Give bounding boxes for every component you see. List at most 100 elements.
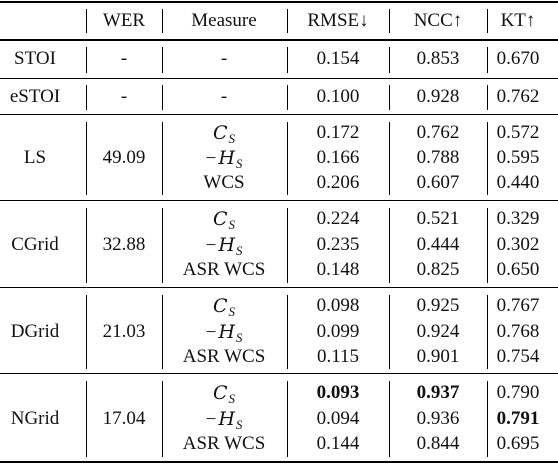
column-divider xyxy=(487,122,488,195)
rmse-value: 0.115 xyxy=(316,346,360,367)
rmse-value: 0.148 xyxy=(316,259,360,280)
measure-label: - xyxy=(220,48,228,69)
table-rule xyxy=(0,39,558,41)
kt-value: 0.302 xyxy=(496,234,540,255)
measure-label: − HS xyxy=(205,408,243,432)
row-group-name: STOI xyxy=(14,48,56,69)
table-rule xyxy=(0,373,558,374)
kt-value: 0.768 xyxy=(496,321,540,342)
column-divider xyxy=(389,9,390,33)
ncc-value: 0.762 xyxy=(416,122,460,143)
kt-value: 0.695 xyxy=(496,433,540,454)
kt-value: 0.670 xyxy=(496,48,540,69)
table-rule xyxy=(0,114,558,115)
row-group-name: NGrid xyxy=(10,407,60,429)
rmse-value: 0.154 xyxy=(316,48,360,69)
column-divider xyxy=(86,122,87,195)
kt-value: 0.762 xyxy=(496,86,540,107)
column-divider xyxy=(86,208,87,283)
row-group-name: CGrid xyxy=(11,233,59,255)
column-divider xyxy=(287,208,288,283)
rmse-value: 0.093 xyxy=(316,382,360,403)
ncc-value: 0.825 xyxy=(416,259,460,280)
rmse-value: 0.094 xyxy=(316,408,360,429)
rmse-value: 0.224 xyxy=(316,208,360,229)
ncc-value: 0.521 xyxy=(416,208,460,229)
column-divider xyxy=(389,85,390,110)
column-divider xyxy=(162,47,163,73)
measure-label: ASR WCS xyxy=(182,259,266,280)
column-divider xyxy=(487,9,488,33)
measure-label: - xyxy=(220,86,228,107)
column-divider xyxy=(389,122,390,195)
row-group-name: DGrid xyxy=(10,320,60,342)
column-divider xyxy=(86,381,87,457)
column-divider xyxy=(287,85,288,110)
wer-value: 49.09 xyxy=(102,147,146,168)
column-divider xyxy=(162,9,163,33)
measure-label: CS xyxy=(212,382,236,406)
column-divider xyxy=(487,47,488,73)
column-divider xyxy=(86,85,87,110)
measure-label: CS xyxy=(212,208,236,232)
ncc-value: 0.936 xyxy=(416,408,460,429)
rmse-value: 0.172 xyxy=(316,122,360,143)
ncc-value: 0.901 xyxy=(416,346,460,367)
column-divider xyxy=(287,9,288,33)
column-divider xyxy=(162,381,163,457)
wer-value: - xyxy=(120,86,128,107)
measure-label: WCS xyxy=(203,172,245,193)
kt-value: 0.790 xyxy=(496,382,540,403)
wer-value: - xyxy=(120,48,128,69)
ncc-value: 0.924 xyxy=(416,321,460,342)
table-rule xyxy=(0,287,558,288)
column-divider xyxy=(487,85,488,110)
kt-value: 0.650 xyxy=(496,259,540,280)
column-divider xyxy=(86,47,87,73)
header-ncc: NCC↑ xyxy=(413,10,463,31)
column-divider xyxy=(389,208,390,283)
ncc-value: 0.928 xyxy=(416,86,460,107)
column-divider xyxy=(487,208,488,283)
kt-value: 0.791 xyxy=(496,408,540,429)
rmse-value: 0.206 xyxy=(316,172,360,193)
measure-label: − HS xyxy=(205,234,243,258)
column-divider xyxy=(86,9,87,33)
column-divider xyxy=(86,295,87,369)
kt-value: 0.329 xyxy=(496,208,540,229)
rmse-value: 0.100 xyxy=(316,86,360,107)
ncc-value: 0.844 xyxy=(416,433,460,454)
table-rule xyxy=(0,78,558,79)
ncc-value: 0.788 xyxy=(416,147,460,168)
measure-label: ASR WCS xyxy=(182,433,266,454)
table-rule xyxy=(0,200,558,201)
measure-label: ASR WCS xyxy=(182,346,266,367)
measure-label: CS xyxy=(212,295,236,319)
row-group-name: eSTOI xyxy=(9,86,61,107)
rmse-value: 0.098 xyxy=(316,295,360,316)
header-wer: WER xyxy=(102,10,146,31)
measure-label: − HS xyxy=(205,147,243,171)
rmse-value: 0.099 xyxy=(316,321,360,342)
table-rule xyxy=(0,461,558,463)
column-divider xyxy=(389,47,390,73)
wer-value: 17.04 xyxy=(102,407,146,429)
column-divider xyxy=(487,381,488,457)
column-divider xyxy=(162,295,163,369)
column-divider xyxy=(162,208,163,283)
wer-value: 32.88 xyxy=(102,233,146,255)
kt-value: 0.595 xyxy=(496,147,540,168)
kt-value: 0.440 xyxy=(496,172,540,193)
ncc-value: 0.925 xyxy=(416,295,460,316)
rmse-value: 0.235 xyxy=(316,234,360,255)
header-kt: KT↑ xyxy=(500,10,536,31)
ncc-value: 0.444 xyxy=(416,234,460,255)
rmse-value: 0.144 xyxy=(316,433,360,454)
column-divider xyxy=(162,85,163,110)
ncc-value: 0.937 xyxy=(416,382,460,403)
wer-value: 21.03 xyxy=(102,320,146,342)
row-group-name: LS xyxy=(23,147,47,168)
ncc-value: 0.607 xyxy=(416,172,460,193)
header-measure: Measure xyxy=(191,10,257,31)
